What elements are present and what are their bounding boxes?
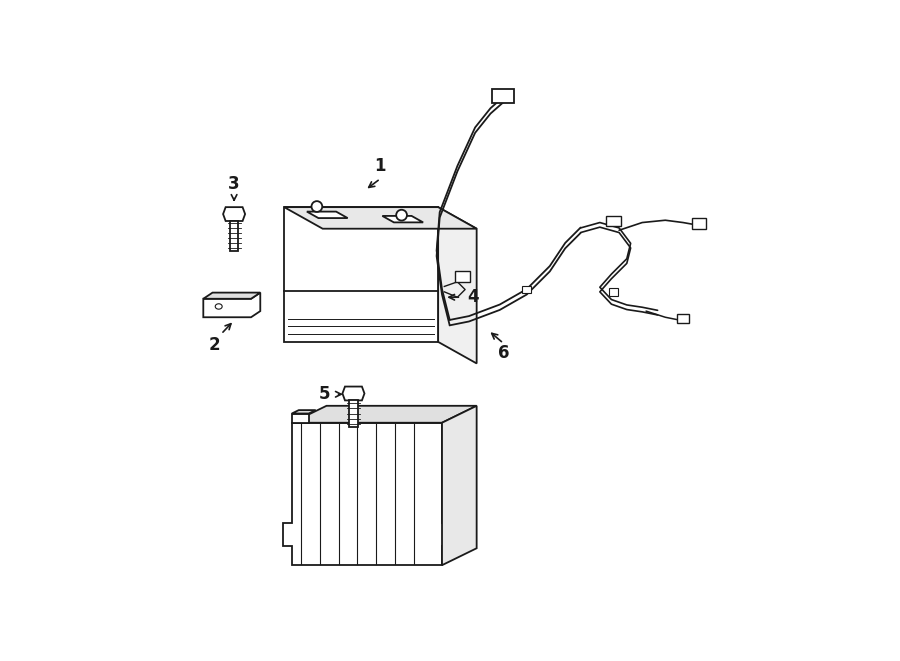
Bar [609, 288, 618, 295]
Bar [284, 207, 438, 342]
Polygon shape [438, 207, 477, 364]
Polygon shape [203, 293, 260, 317]
Circle shape [311, 201, 322, 212]
Bar [455, 271, 471, 282]
Polygon shape [292, 414, 309, 423]
Text: 5: 5 [319, 385, 330, 403]
Text: 2: 2 [209, 336, 220, 354]
Polygon shape [292, 410, 316, 414]
Polygon shape [292, 406, 477, 423]
Bar [492, 89, 514, 103]
Bar [677, 314, 689, 323]
Polygon shape [342, 387, 364, 401]
Ellipse shape [215, 304, 222, 309]
Polygon shape [382, 216, 423, 222]
Bar [522, 286, 531, 293]
Bar [606, 215, 621, 226]
Text: 4: 4 [467, 288, 479, 306]
Bar [692, 218, 706, 229]
Text: 6: 6 [498, 344, 509, 362]
Text: 3: 3 [229, 175, 240, 193]
Polygon shape [284, 207, 477, 229]
Bar [349, 401, 357, 426]
Polygon shape [203, 293, 260, 299]
Polygon shape [307, 212, 347, 218]
Polygon shape [223, 207, 245, 221]
Polygon shape [283, 423, 454, 565]
Polygon shape [442, 406, 477, 565]
Circle shape [396, 210, 407, 221]
Text: 1: 1 [374, 157, 386, 175]
Bar [230, 221, 238, 251]
